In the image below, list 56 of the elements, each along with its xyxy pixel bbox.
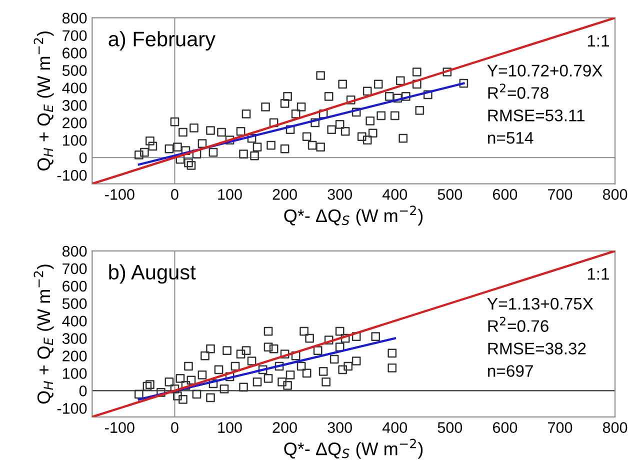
y-tick-label: 400 [62, 316, 87, 327]
annotation: RMSE=53.11 [488, 110, 584, 122]
annotation: n=697 [488, 365, 533, 377]
x-tick-label: 100 [218, 189, 242, 200]
y-tick-label: 100 [62, 134, 87, 146]
y-tick-label: -100 [57, 403, 87, 414]
y-tick-label: 100 [62, 368, 87, 379]
y-tick-label: -100 [57, 170, 87, 181]
x-tick-label: 300 [328, 422, 352, 433]
y-axis-title: Q$_{H}$ + Q$_{E}$ (W m$^{−2}$) [34, 32, 54, 170]
annotation: Y=1.13+0.75X [487, 298, 594, 310]
y-tick-label: 600 [62, 48, 87, 58]
y-tick-label: 600 [62, 280, 87, 292]
x-tick-label: 600 [492, 189, 518, 200]
y-tick-label: 800 [62, 12, 87, 24]
y-tick-label: 500 [62, 298, 87, 310]
x-axis-title: Q*- ΔQ$_{S}$ (W m$^{−2}$) [284, 206, 423, 226]
x-tick-label: 600 [492, 422, 518, 433]
annotation: 1:1 [588, 35, 609, 47]
x-tick-label: -100 [105, 422, 134, 433]
y-tick-label: 0 [79, 386, 87, 396]
y-tick-label: 0 [79, 152, 87, 164]
annotation: R$^{2}$=0.78 [488, 84, 548, 99]
x-tick-label: 200 [272, 422, 297, 433]
x-tick-label: 800 [602, 422, 628, 433]
x-tick-label: 200 [272, 189, 297, 200]
y-tick-label: 500 [62, 65, 87, 76]
x-tick-label: 100 [218, 422, 242, 433]
y-tick-label: 700 [62, 30, 87, 42]
x-tick-label: 400 [382, 422, 408, 433]
annotation: n=514 [488, 132, 534, 144]
x-tick-label: 700 [548, 189, 572, 200]
x-tick-label: 0 [171, 189, 178, 200]
y-tick-label: 300 [62, 333, 87, 344]
y-axis-title: Q$_{H}$ + Q$_{E}$ (W m$^{−2}$) [34, 264, 54, 404]
x-tick-label: 700 [548, 422, 572, 433]
x-tick-label: 400 [382, 189, 408, 200]
annotation: Y=10.72+0.79X [487, 64, 602, 77]
annotation: R$^{2}$=0.76 [488, 316, 548, 332]
text: b) August [109, 264, 196, 284]
x-tick-label: -100 [105, 189, 134, 200]
y-tick-label: 300 [62, 100, 87, 111]
y-tick-label: 200 [62, 350, 87, 362]
y-tick-label: 700 [62, 263, 87, 274]
annotation: RMSE=38.32 [488, 342, 586, 354]
x-tick-label: 500 [438, 422, 462, 433]
y-tick-label: 400 [62, 82, 87, 94]
text: a) February [108, 31, 216, 51]
y-tick-label: 800 [62, 246, 87, 257]
x-tick-label: 500 [438, 189, 462, 200]
y-tick-label: 200 [62, 118, 87, 128]
x-tick-label: 300 [328, 189, 352, 200]
annotation: 1:1 [588, 268, 609, 280]
x-tick-label: 800 [602, 189, 628, 200]
x-axis-title: Q*- ΔQ$_{S}$ (W m$^{−2}$) [284, 438, 423, 459]
x-tick-label: 0 [171, 422, 178, 433]
